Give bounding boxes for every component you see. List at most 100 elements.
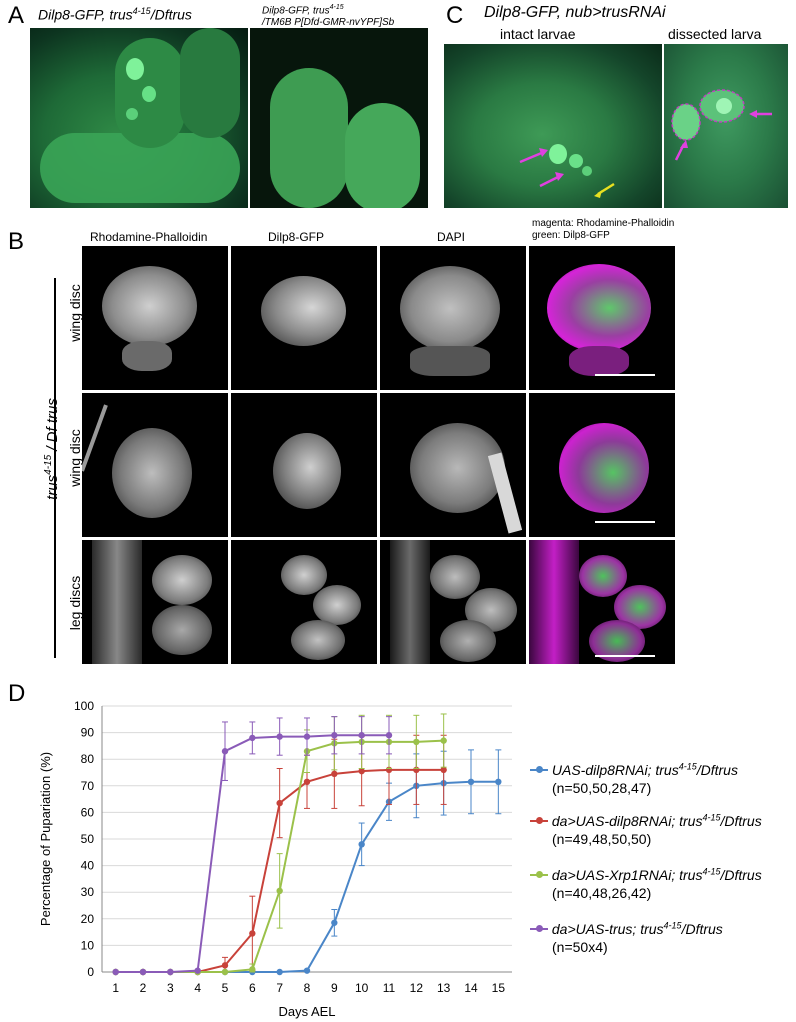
data-point-s3-8	[331, 732, 338, 739]
panel-a-letter: A	[8, 2, 25, 29]
x-tick-label-11: 11	[383, 981, 396, 995]
data-point-s2-6	[276, 887, 283, 895]
panel-c-letter: C	[446, 2, 464, 29]
data-point-s0-13	[467, 778, 475, 786]
x-tick-label-15: 15	[492, 981, 506, 995]
panel-c-arrows	[519, 148, 615, 198]
image-r3-dapi	[380, 540, 526, 664]
data-point-s0-9	[358, 841, 365, 848]
row-label-leg-discs: leg discs	[67, 575, 83, 631]
row-label-wing-disc-2: wing disc	[67, 429, 83, 487]
x-axis-label: Days AEL	[278, 1004, 335, 1019]
data-point-s0-8	[331, 919, 338, 926]
image-r2-merge	[529, 393, 675, 537]
data-point-s1-4	[221, 962, 229, 969]
data-point-s3-1	[139, 968, 147, 976]
panel-b-letter: B	[8, 228, 25, 255]
merge-label: magenta: Rhodamine-Phalloidin green: Dil…	[532, 218, 674, 242]
series-line-0	[115, 780, 499, 973]
image-r1-merge	[529, 246, 675, 390]
x-tick-label-4: 4	[194, 981, 201, 995]
data-point-s1-8	[331, 770, 338, 778]
panel-c-left-image	[444, 44, 662, 208]
panel-c-dissected-overlay	[671, 89, 772, 161]
x-tick-label-12: 12	[410, 981, 424, 995]
data-point-s3-7	[303, 733, 311, 740]
x-tick-label-13: 13	[437, 981, 451, 995]
data-point-s1-7	[303, 778, 311, 786]
x-tick-label-1: 1	[112, 981, 119, 995]
image-r2-phalloidin	[82, 393, 228, 537]
image-r2-gfp	[231, 393, 377, 537]
y-tick-label-70: 70	[81, 779, 95, 793]
y-tick-label-90: 90	[81, 726, 95, 740]
image-r3-gfp	[231, 540, 377, 664]
image-r3-merge	[529, 540, 675, 664]
y-tick-label-40: 40	[81, 859, 95, 873]
x-tick-label-8: 8	[304, 981, 311, 995]
row-label-wing-disc-1: wing disc	[67, 284, 83, 342]
data-point-s3-0	[112, 968, 119, 976]
data-point-s3-5	[249, 734, 256, 742]
panel-c-title: Dilp8-GFP, nub>trusRNAi	[484, 4, 666, 21]
x-tick-label-2: 2	[140, 981, 147, 995]
legend-marker-2	[530, 870, 548, 878]
data-point-s0-14	[495, 778, 502, 786]
panel-a-right-label-line2: /TM6B P[Dfd-GMR-nvYPF]Sb	[262, 17, 395, 29]
image-r1-gfp	[231, 246, 377, 390]
image-r3-phalloidin	[82, 540, 228, 664]
data-point-s1-9	[358, 767, 365, 775]
y-tick-label-50: 50	[81, 832, 95, 846]
y-tick-label-80: 80	[81, 752, 95, 766]
x-tick-label-6: 6	[249, 981, 256, 995]
y-tick-label-30: 30	[81, 885, 95, 899]
data-point-s1-12	[440, 766, 447, 774]
legend-item-3: da>UAS-trus; trus4-15/Dftrus (n=50x4)	[530, 916, 723, 956]
data-point-s2-12	[440, 737, 447, 744]
legend-n-2: (n=40,48,26,42)	[552, 884, 652, 901]
x-tick-label-5: 5	[222, 981, 229, 995]
panel-c-left-label: intact larvae	[500, 26, 576, 42]
panel-a-right-image	[250, 28, 428, 208]
legend-marker-1	[530, 816, 548, 824]
scale-bar-r1	[595, 374, 655, 376]
data-point-s1-5	[249, 930, 256, 937]
data-point-s3-10	[385, 732, 393, 739]
genotype-label: trus4-15 / Df trus	[43, 398, 61, 500]
panel-d-letter: D	[8, 680, 26, 707]
legend-item-1: da>UAS-dilp8RNAi; trus4-15/Dftrus (n=49,…	[530, 808, 762, 848]
column-label-gfp: Dilp8-GFP	[268, 230, 325, 244]
merge-label-line1: magenta: Rhodamine-Phalloidin	[532, 218, 675, 229]
data-point-s3-2	[167, 968, 174, 976]
legend-n-0: (n=50,50,28,47)	[552, 779, 652, 796]
legend-label-0: UAS-dilp8RNAi; trus4-15/Dftrus	[551, 761, 738, 778]
x-tick-label-9: 9	[331, 981, 338, 995]
data-point-s2-4	[221, 968, 229, 976]
x-tick-label-10: 10	[355, 981, 369, 995]
y-tick-label-10: 10	[81, 938, 95, 952]
legend-label-1: da>UAS-dilp8RNAi; trus4-15/Dftrus	[551, 812, 762, 829]
image-r2-dapi	[380, 393, 526, 537]
image-r1-dapi	[380, 246, 526, 390]
legend-label-3: da>UAS-trus; trus4-15/Dftrus	[551, 920, 723, 937]
legend-item-2: da>UAS-Xrp1RNAi; trus4-15/Dftrus (n=40,4…	[530, 862, 762, 902]
y-axis-label: Percentage of Pupariation (%)	[38, 752, 53, 926]
genotype-bracket	[54, 278, 56, 658]
legend-n-1: (n=49,48,50,50)	[552, 830, 652, 847]
y-tick-label-60: 60	[81, 805, 95, 819]
y-tick-label-0: 0	[87, 965, 94, 979]
data-point-s3-6	[276, 733, 283, 740]
data-point-s0-7	[303, 967, 311, 974]
legend-n-3: (n=50x4)	[552, 938, 608, 955]
legend-label-2: da>UAS-Xrp1RNAi; trus4-15/Dftrus	[551, 866, 762, 883]
scale-bar-r2	[595, 521, 655, 523]
panel-c-right-label: dissected larva	[668, 26, 762, 42]
image-r1-phalloidin	[82, 246, 228, 390]
data-point-s2-11	[413, 738, 420, 746]
x-tick-label-14: 14	[464, 981, 478, 995]
data-point-s3-4	[221, 748, 229, 755]
data-point-s3-3	[194, 967, 201, 974]
legend-marker-3	[530, 924, 548, 932]
y-tick-label-20: 20	[81, 912, 95, 926]
